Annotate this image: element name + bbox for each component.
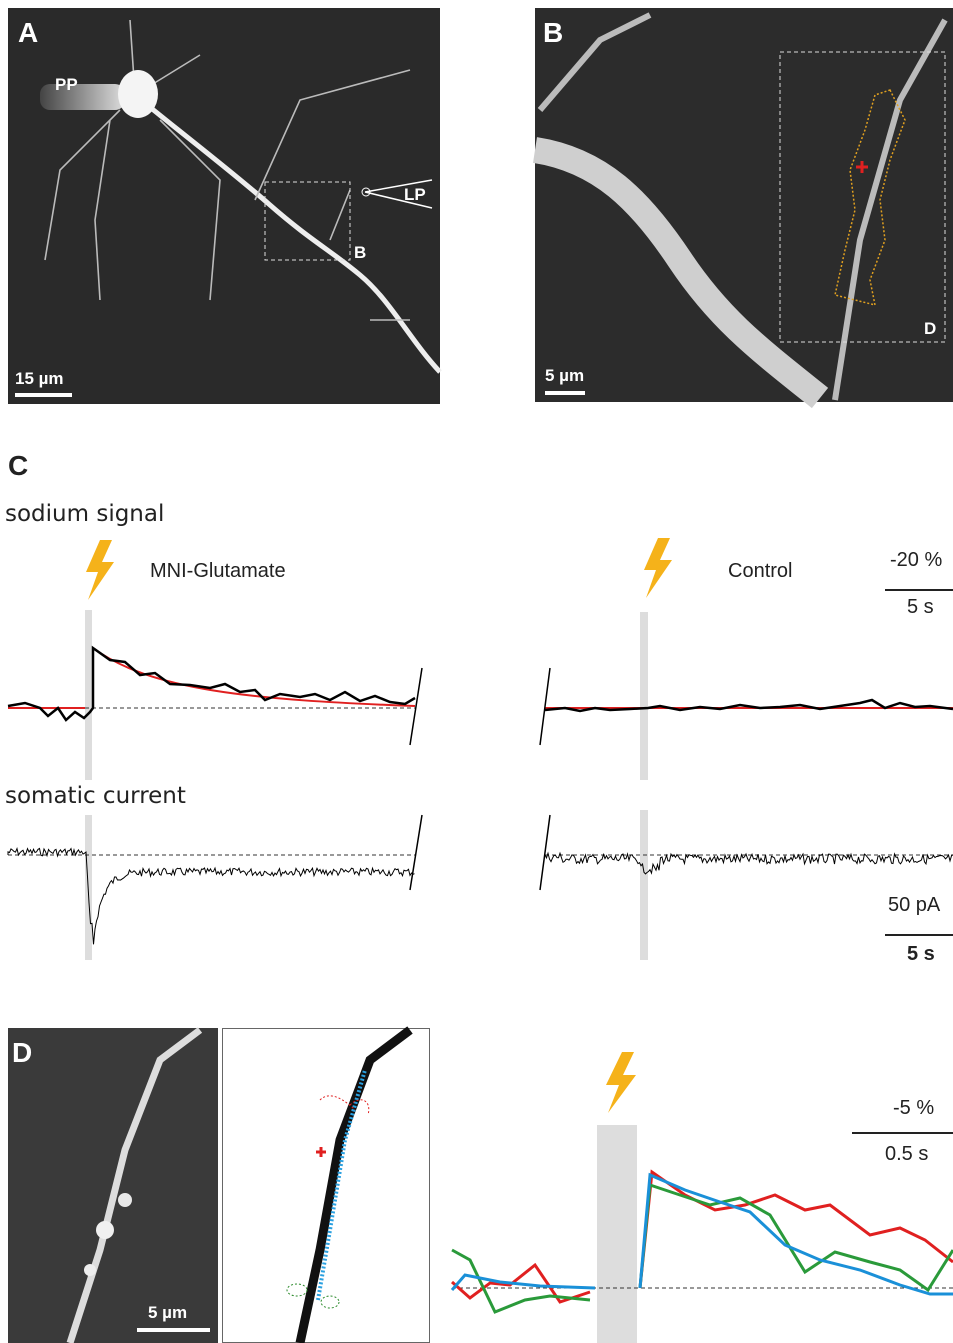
- panel-label: D: [12, 1037, 32, 1068]
- panel-d: D 5 µm -5 % 0.5 s: [8, 1028, 953, 1343]
- panel-a: A PP LP B 15 µm: [8, 8, 440, 404]
- trace-title: somatic current: [5, 783, 186, 809]
- scale-label: 5 µm: [148, 1303, 187, 1322]
- pipette-label: LP: [404, 185, 426, 204]
- scale-label: 0.5 s: [885, 1143, 928, 1165]
- panel-b: B D 5 µm: [535, 8, 953, 402]
- scale-label: -5 %: [893, 1097, 934, 1119]
- scale-label: 50 pA: [888, 894, 941, 916]
- panel-label: A: [18, 17, 38, 48]
- figure: A PP LP B 15 µm B D 5 µm C sodium signal…: [0, 0, 953, 1343]
- inset-label: B: [354, 243, 366, 262]
- scale-label: 5 s: [907, 596, 934, 618]
- scale-label: 5 s: [907, 943, 935, 965]
- stimulus-label: MNI-Glutamate: [150, 560, 286, 582]
- panel-label: B: [543, 17, 563, 48]
- panel-c: C sodium signal MNI-Glutamate Control -2…: [5, 450, 953, 965]
- scale-label: -20 %: [890, 549, 942, 571]
- stimulus-label: Control: [728, 560, 792, 582]
- trace-title: sodium signal: [5, 501, 164, 527]
- panel-label: C: [8, 450, 28, 481]
- scale-label: 5 µm: [545, 366, 584, 385]
- scale-label: 15 µm: [15, 369, 64, 388]
- inset-label: D: [924, 319, 936, 338]
- pipette-label: PP: [55, 75, 78, 94]
